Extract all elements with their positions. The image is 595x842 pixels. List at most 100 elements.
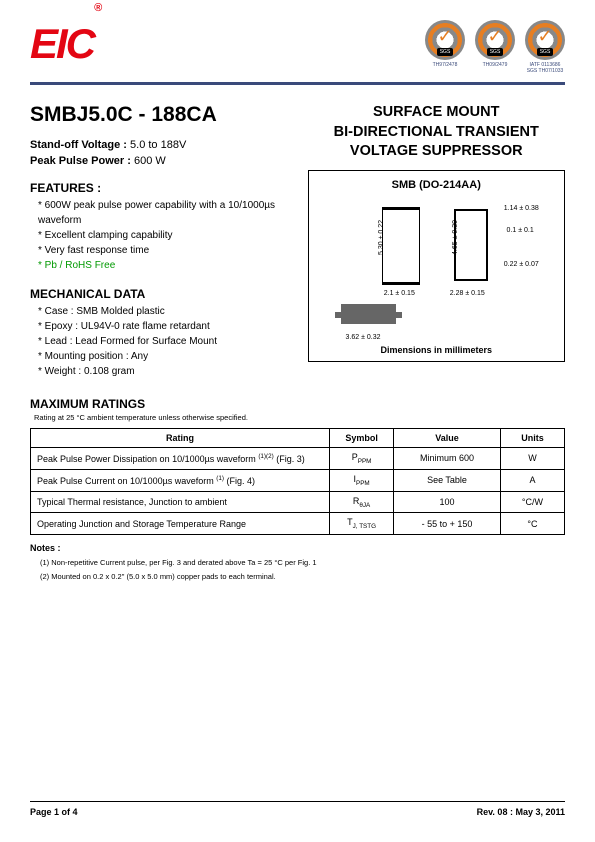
peak-power: Peak Pulse Power : 600 W: [30, 155, 288, 167]
notes-title: Notes :: [30, 543, 565, 553]
package-title: SMB (DO-214AA): [319, 179, 555, 191]
left-column: SMBJ5.0C - 188CA Stand-off Voltage : 5.0…: [30, 103, 288, 379]
package-side-icon: [454, 209, 488, 281]
page-number: Page 1 of 4: [30, 807, 78, 817]
right-column: SURFACE MOUNT BI-DIRECTIONAL TRANSIENT V…: [308, 103, 566, 379]
header-divider: [30, 82, 565, 85]
mech-item: Epoxy : UL94V-0 rate flame retardant: [38, 319, 288, 334]
cell-symbol: RθJA: [330, 491, 394, 513]
note-item: (1) Non-repetitive Current pulse, per Fi…: [40, 556, 565, 570]
cert-th97: ✓SGS TH97/2478: [425, 20, 465, 68]
cell-rating: Peak Pulse Power Dissipation on 10/1000µ…: [31, 448, 330, 470]
logo: EIC®: [30, 20, 100, 68]
checkmark-icon: ✓: [537, 26, 552, 47]
table-row: Peak Pulse Current on 10/1000µs waveform…: [31, 469, 565, 491]
standoff-voltage: Stand-off Voltage : 5.0 to 188V: [30, 139, 288, 151]
cert-badge-icon: ✓SGS: [475, 20, 515, 60]
col-value: Value: [394, 429, 501, 448]
feature-item: Excellent clamping capability: [38, 228, 288, 243]
header: EIC® ✓SGS TH97/2478 ✓SGS TH09/2479 ✓SGS …: [30, 20, 565, 74]
package-body-icon: [382, 207, 420, 285]
sgs-label: SGS: [437, 48, 454, 56]
mech-item: Weight : 0.108 gram: [38, 364, 288, 379]
checkmark-icon: ✓: [487, 26, 502, 47]
dim-t3: 0.22 ± 0.07: [504, 261, 539, 268]
table-row: Typical Thermal resistance, Junction to …: [31, 491, 565, 513]
dim-t1: 1.14 ± 0.38: [504, 205, 539, 212]
cert-iatf: ✓SGS IATF 0113686 SGS TH07/1033: [525, 20, 565, 74]
cell-rating: Peak Pulse Current on 10/1000µs waveform…: [31, 469, 330, 491]
logo-text: EIC: [30, 20, 94, 67]
feature-item-rohs: Pb / RoHS Free: [38, 258, 288, 273]
sgs-label: SGS: [487, 48, 504, 56]
cell-rating: Typical Thermal resistance, Junction to …: [31, 491, 330, 513]
dim-w3: 3.62 ± 0.32: [346, 334, 381, 341]
feature-item: 600W peak pulse power capability with a …: [38, 198, 288, 228]
mechanical-list: Case : SMB Molded plastic Epoxy : UL94V-…: [30, 304, 288, 379]
col-symbol: Symbol: [330, 429, 394, 448]
package-side-view: 4.65 ± 0.30 1.14 ± 0.38 0.1 ± 0.1 0.22 ±…: [444, 199, 499, 294]
package-outline-box: SMB (DO-214AA) 5.30 ± 0.22 2.1 ± 0.15 4.…: [308, 170, 566, 362]
dim-t2: 0.1 ± 0.1: [507, 227, 534, 234]
table-header-row: Rating Symbol Value Units: [31, 429, 565, 448]
notes-list: (1) Non-repetitive Current pulse, per Fi…: [40, 556, 565, 583]
peak-power-value: 600 W: [134, 155, 166, 167]
cert-label: IATF 0113686 SGS TH07/1033: [527, 62, 564, 74]
cell-value: 100: [394, 491, 501, 513]
mech-item: Case : SMB Molded plastic: [38, 304, 288, 319]
cell-value: Minimum 600: [394, 448, 501, 470]
package-top-view: 5.30 ± 0.22 2.1 ± 0.15: [374, 199, 429, 294]
title-block: SMBJ5.0C - 188CA Stand-off Voltage : 5.0…: [30, 103, 565, 379]
cert-label: TH09/2479: [483, 62, 508, 68]
checkmark-icon: ✓: [437, 26, 452, 47]
feature-item: Very fast response time: [38, 243, 288, 258]
dim-w1: 2.1 ± 0.15: [384, 290, 415, 297]
dim-w2: 2.28 ± 0.15: [450, 290, 485, 297]
note-item: (2) Mounted on 0.2 x 0.2" (5.0 x 5.0 mm)…: [40, 570, 565, 584]
product-title: SURFACE MOUNT BI-DIRECTIONAL TRANSIENT V…: [308, 103, 566, 162]
cell-value: See Table: [394, 469, 501, 491]
lead-icon: [396, 312, 402, 318]
peak-power-label: Peak Pulse Power :: [30, 155, 131, 167]
dim-h1: 5.30 ± 0.22: [378, 220, 385, 255]
cell-units: °C: [500, 513, 564, 535]
cell-units: °C/W: [500, 491, 564, 513]
max-ratings-note: Rating at 25 °C ambient temperature unle…: [34, 413, 565, 422]
cell-value: - 55 to + 150: [394, 513, 501, 535]
registered-mark: ®: [94, 2, 100, 14]
col-units: Units: [500, 429, 564, 448]
features-title: FEATURES :: [30, 181, 288, 195]
features-list: 600W peak pulse power capability with a …: [30, 198, 288, 273]
cell-symbol: IPPM: [330, 469, 394, 491]
table-row: Peak Pulse Power Dissipation on 10/1000µ…: [31, 448, 565, 470]
mechanical-title: MECHANICAL DATA: [30, 287, 288, 301]
mech-item: Lead : Lead Formed for Surface Mount: [38, 334, 288, 349]
dimensions-caption: Dimensions in millimeters: [319, 345, 555, 355]
cert-label: TH97/2478: [433, 62, 458, 68]
cell-units: A: [500, 469, 564, 491]
cert-th09: ✓SGS TH09/2479: [475, 20, 515, 68]
revision: Rev. 08 : May 3, 2011: [477, 807, 565, 817]
cell-symbol: TJ, TSTG: [330, 513, 394, 535]
mech-item: Mounting position : Any: [38, 349, 288, 364]
certification-badges: ✓SGS TH97/2478 ✓SGS TH09/2479 ✓SGS IATF …: [425, 20, 565, 74]
sgs-label: SGS: [537, 48, 554, 56]
standoff-label: Stand-off Voltage :: [30, 139, 127, 151]
ratings-table: Rating Symbol Value Units Peak Pulse Pow…: [30, 428, 565, 535]
cell-symbol: PPPM: [330, 448, 394, 470]
standoff-value: 5.0 to 188V: [130, 139, 186, 151]
cert-badge-icon: ✓SGS: [525, 20, 565, 60]
package-end-icon: [341, 304, 396, 324]
dim-h2: 4.65 ± 0.30: [452, 220, 459, 255]
cert-badge-icon: ✓SGS: [425, 20, 465, 60]
part-number: SMBJ5.0C - 188CA: [30, 103, 288, 127]
max-ratings-title: MAXIMUM RATINGS: [30, 397, 565, 411]
lead-icon: [335, 312, 341, 318]
package-drawing: 5.30 ± 0.22 2.1 ± 0.15 4.65 ± 0.30 1.14 …: [319, 199, 555, 294]
footer: Page 1 of 4 Rev. 08 : May 3, 2011: [30, 801, 565, 817]
col-rating: Rating: [31, 429, 330, 448]
cell-units: W: [500, 448, 564, 470]
table-row: Operating Junction and Storage Temperatu…: [31, 513, 565, 535]
cell-rating: Operating Junction and Storage Temperatu…: [31, 513, 330, 535]
package-end-view: 3.62 ± 0.32: [334, 304, 404, 339]
